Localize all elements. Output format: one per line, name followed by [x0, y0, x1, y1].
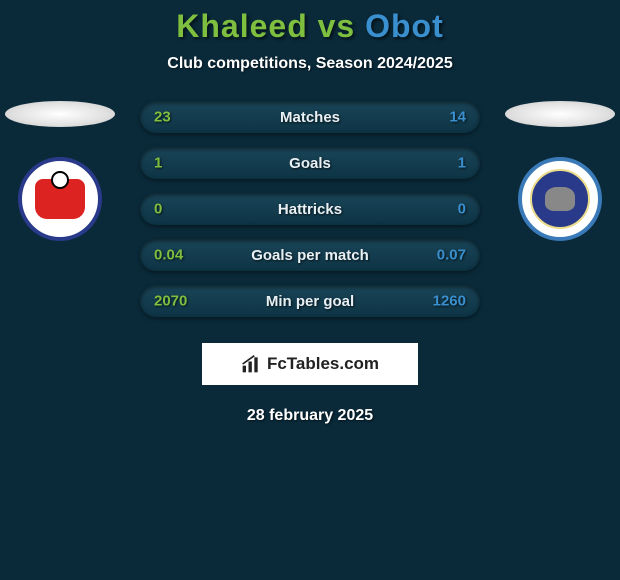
date-text: 28 february 2025: [0, 407, 620, 425]
brand-text: FcTables.com: [267, 354, 379, 374]
club-badge-left: [18, 157, 102, 241]
stat-row: 2070 Min per goal 1260: [140, 285, 480, 317]
stat-row: 0.04 Goals per match 0.07: [140, 239, 480, 271]
stat-left-value: 2070: [154, 293, 187, 310]
subtitle: Club competitions, Season 2024/2025: [0, 55, 620, 73]
stat-label: Goals: [289, 155, 331, 172]
stat-right-value: 0.07: [437, 247, 466, 264]
player-right-name: Obot: [365, 8, 444, 44]
stat-left-value: 0: [154, 201, 162, 218]
page-title: Khaleed vs Obot: [0, 8, 620, 45]
brand-box[interactable]: FcTables.com: [202, 343, 418, 385]
stat-row: 0 Hattricks 0: [140, 193, 480, 225]
stat-label: Hattricks: [278, 201, 342, 218]
club-badge-right: [518, 157, 602, 241]
player-right-shadow: [505, 101, 615, 127]
stat-right-value: 1260: [433, 293, 466, 310]
club-badge-left-icon: [35, 179, 85, 219]
stat-left-value: 1: [154, 155, 162, 172]
main-content: 23 Matches 14 1 Goals 1 0 Hattricks 0 0.04 Goals p…: [0, 101, 620, 425]
club-badge-right-icon: [530, 169, 590, 229]
stat-right-value: 1: [458, 155, 466, 172]
chart-icon: [241, 354, 261, 374]
stat-left-value: 0.04: [154, 247, 183, 264]
comparison-card: Khaleed vs Obot Club competitions, Seaso…: [0, 0, 620, 425]
stat-row: 1 Goals 1: [140, 147, 480, 179]
vs-separator: vs: [318, 8, 356, 44]
stat-right-value: 14: [449, 109, 466, 126]
player-left-name: Khaleed: [176, 8, 307, 44]
stat-left-value: 23: [154, 109, 171, 126]
stat-label: Goals per match: [251, 247, 369, 264]
stat-label: Min per goal: [266, 293, 354, 310]
stat-row: 23 Matches 14: [140, 101, 480, 133]
stats-list: 23 Matches 14 1 Goals 1 0 Hattricks 0 0.04 Goals p…: [140, 101, 480, 317]
stat-right-value: 0: [458, 201, 466, 218]
stat-label: Matches: [280, 109, 340, 126]
player-left-shadow: [5, 101, 115, 127]
